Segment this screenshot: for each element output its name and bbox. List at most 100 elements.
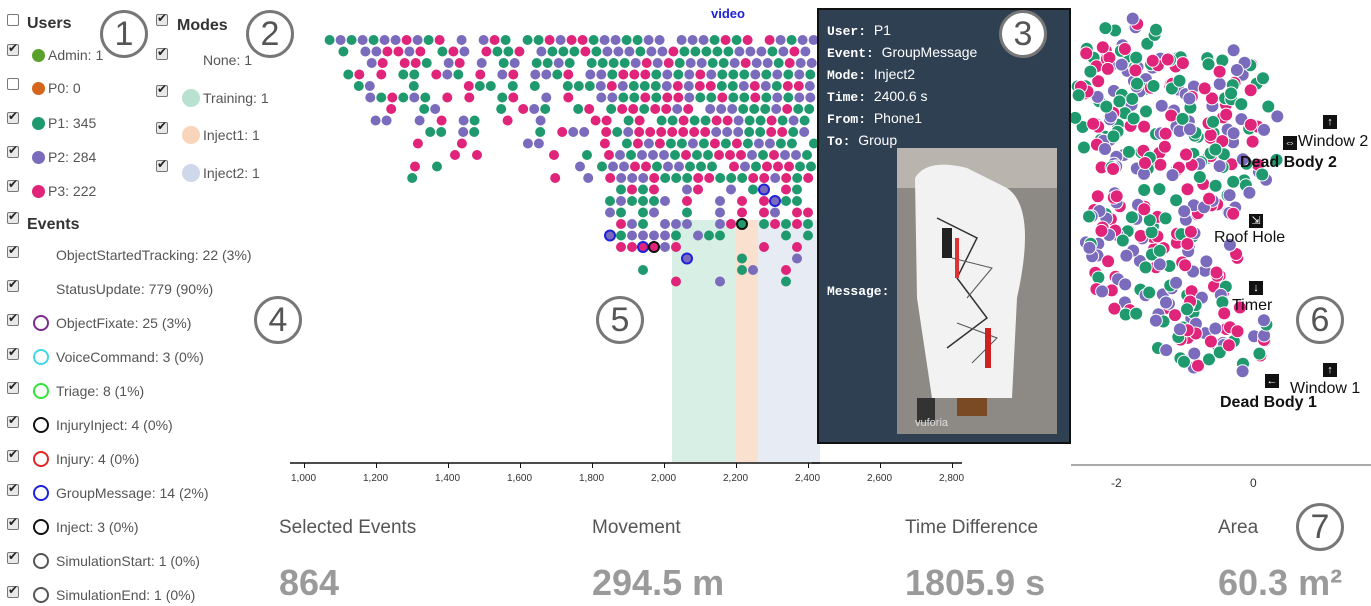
- timeline-event-dot[interactable]: [726, 184, 736, 195]
- map-event-dot[interactable]: [1137, 202, 1152, 217]
- map-event-dot[interactable]: [1128, 63, 1143, 78]
- timeline-event-dot[interactable]: [662, 69, 673, 80]
- mode-inject1-checkbox[interactable]: [156, 119, 168, 134]
- timeline-event-dot[interactable]: [656, 115, 667, 126]
- map-event-dot[interactable]: [1243, 117, 1258, 132]
- timeline-event-dot[interactable]: [637, 150, 647, 160]
- timeline-event-dot[interactable]: [791, 150, 801, 160]
- timeline-event-dot[interactable]: [795, 58, 806, 68]
- timeline-event-dot[interactable]: [562, 81, 573, 91]
- timeline-event-dot[interactable]: [616, 184, 626, 195]
- timeline-event-dot[interactable]: [759, 196, 769, 206]
- timeline-event-dot[interactable]: [450, 150, 460, 160]
- map-event-dot[interactable]: [1157, 139, 1172, 154]
- timeline-event-dot[interactable]: [650, 81, 661, 91]
- timeline-event-dot[interactable]: [715, 230, 725, 241]
- map-event-dot[interactable]: [1158, 126, 1173, 141]
- map-event-dot[interactable]: [1082, 240, 1097, 255]
- timeline-event-dot[interactable]: [799, 127, 810, 137]
- map-event-dot[interactable]: [1142, 213, 1157, 228]
- timeline-event-dot[interactable]: [709, 35, 720, 45]
- timeline-event-dot[interactable]: [793, 104, 804, 114]
- timeline-event-dot[interactable]: [535, 127, 546, 137]
- timeline-event-dot[interactable]: [353, 81, 364, 91]
- map-event-dot[interactable]: [1169, 275, 1184, 290]
- timeline-event-dot[interactable]: [485, 81, 496, 91]
- timeline-event-dot[interactable]: [769, 150, 779, 160]
- timeline-event-dot[interactable]: [759, 207, 769, 218]
- timeline-event-dot[interactable]: [649, 196, 659, 206]
- timeline-event-dot[interactable]: [792, 253, 802, 264]
- user-p0-checkbox[interactable]: [7, 78, 19, 90]
- timeline-event-dot[interactable]: [630, 58, 641, 68]
- timeline-event-dot[interactable]: [781, 219, 791, 229]
- timeline-event-dot[interactable]: [364, 81, 375, 91]
- timeline-event-dot[interactable]: [731, 138, 742, 149]
- timeline-event-dot[interactable]: [704, 230, 714, 241]
- timeline-event-dot[interactable]: [627, 230, 637, 241]
- timeline-event-dot[interactable]: [755, 115, 766, 126]
- map-event-dot[interactable]: [1145, 53, 1160, 68]
- timeline-event-dot[interactable]: [365, 92, 376, 103]
- map-event-dot[interactable]: [1090, 189, 1105, 204]
- timeline-event-dot[interactable]: [715, 196, 725, 206]
- timeline-event-dot[interactable]: [786, 138, 797, 149]
- timeline-event-dot[interactable]: [583, 173, 594, 183]
- map-event-dot[interactable]: [1112, 94, 1127, 109]
- timeline-event-dot[interactable]: [453, 69, 464, 80]
- timeline-event-dot[interactable]: [608, 161, 618, 172]
- timeline-event-dot[interactable]: [716, 104, 727, 114]
- map-event-dot[interactable]: [1234, 97, 1249, 112]
- map-event-dot[interactable]: [1224, 86, 1239, 101]
- timeline-event-dot[interactable]: [651, 69, 662, 80]
- map-event-dot[interactable]: [1255, 167, 1270, 182]
- timeline-event-dot[interactable]: [805, 92, 816, 103]
- timeline-event-dot[interactable]: [577, 35, 588, 45]
- map-event-dot[interactable]: [1126, 111, 1141, 126]
- timeline-event-dot[interactable]: [782, 81, 793, 91]
- timeline-event-dot[interactable]: [357, 35, 368, 45]
- timeline-event-dot[interactable]: [781, 196, 791, 206]
- timeline-event-dot[interactable]: [612, 127, 623, 137]
- timeline-event-dot[interactable]: [660, 219, 670, 229]
- timeline-event-dot[interactable]: [630, 161, 640, 172]
- timeline-event-dot[interactable]: [734, 46, 745, 57]
- map-event-dot[interactable]: [1187, 346, 1202, 361]
- timeline-event-dot[interactable]: [407, 173, 418, 183]
- timeline-event-dot[interactable]: [683, 104, 694, 114]
- map-event-dot[interactable]: [1146, 79, 1161, 93]
- map-event-dot[interactable]: [1172, 322, 1187, 337]
- timeline-event-dot[interactable]: [601, 115, 612, 126]
- timeline-event-dot[interactable]: [718, 58, 729, 68]
- map-event-dot[interactable]: [1208, 178, 1223, 193]
- video-link[interactable]: video: [711, 6, 745, 21]
- timeline-event-dot[interactable]: [769, 195, 781, 207]
- timeline-events[interactable]: [324, 35, 819, 287]
- timeline-event-dot[interactable]: [723, 46, 734, 57]
- timeline-event-dot[interactable]: [756, 46, 767, 57]
- timeline-event-dot[interactable]: [584, 104, 595, 114]
- timeline-event-dot[interactable]: [627, 242, 637, 252]
- map-event-dot[interactable]: [1154, 98, 1169, 113]
- timeline-event-dot[interactable]: [803, 207, 813, 218]
- timeline-event-dot[interactable]: [744, 115, 755, 126]
- timeline-event-dot[interactable]: [766, 115, 777, 126]
- timeline-event-dot[interactable]: [634, 115, 645, 126]
- timeline-event-dot[interactable]: [563, 69, 574, 80]
- timeline-event-dot[interactable]: [645, 127, 656, 137]
- timeline-event-dot[interactable]: [795, 161, 805, 172]
- map-event-dot[interactable]: [1219, 107, 1234, 122]
- map-event-dot[interactable]: [1071, 110, 1083, 125]
- timeline-event-dot[interactable]: [693, 230, 703, 241]
- map-event-dot[interactable]: [1119, 248, 1134, 263]
- events-checkbox[interactable]: [7, 209, 19, 224]
- timeline-event-dot[interactable]: [707, 161, 717, 172]
- timeline-event-dot[interactable]: [780, 150, 790, 160]
- timeline-event-dot[interactable]: [386, 104, 397, 114]
- timeline-event-dot[interactable]: [707, 58, 718, 68]
- timeline-event-dot[interactable]: [758, 183, 770, 196]
- timeline-event-dot[interactable]: [794, 69, 805, 80]
- map-event-dot[interactable]: [1182, 122, 1197, 137]
- timeline-event-dot[interactable]: [646, 46, 657, 57]
- map-event-dot[interactable]: [1114, 57, 1129, 72]
